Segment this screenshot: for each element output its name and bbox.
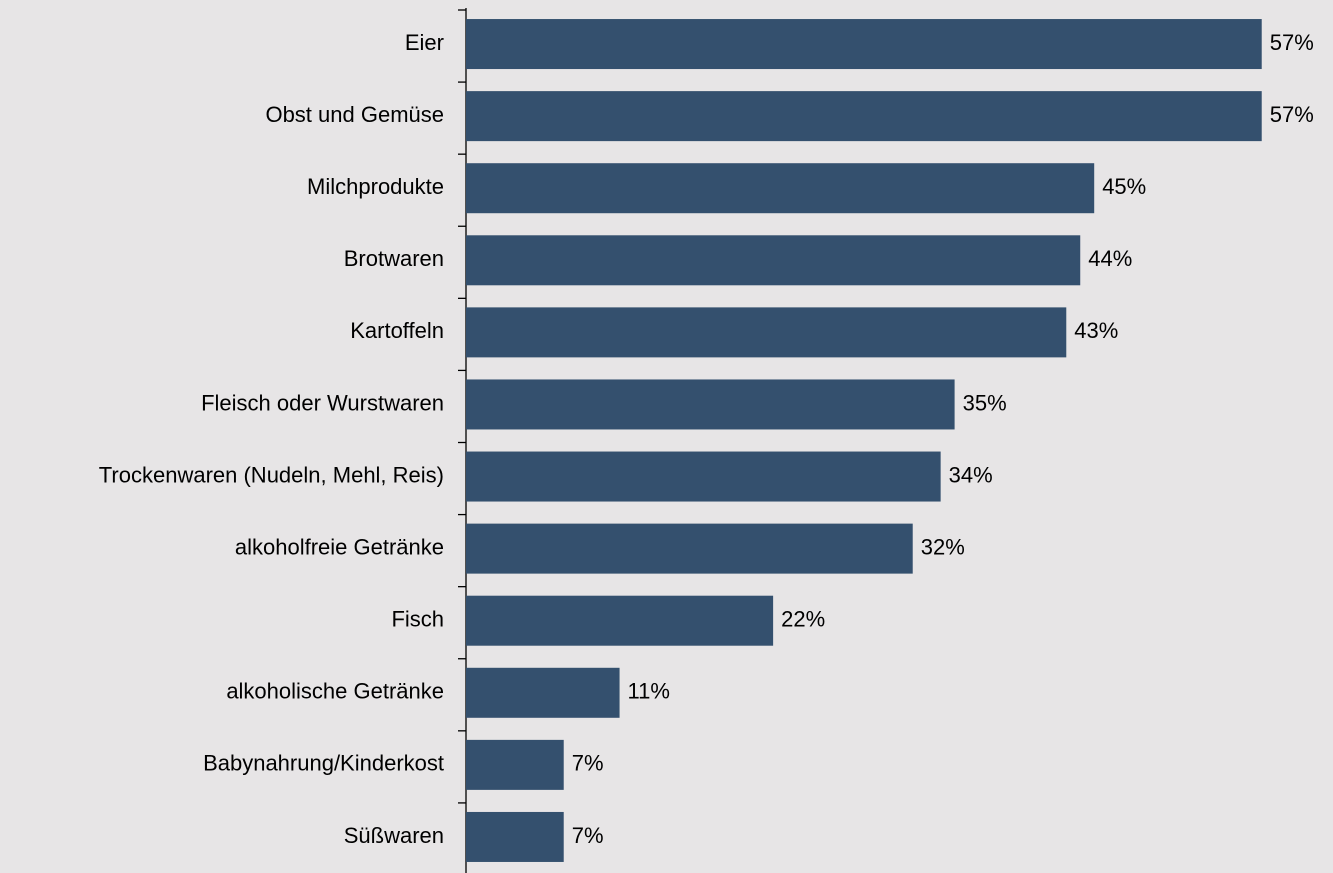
value-label: 57%: [1270, 30, 1314, 55]
value-label: 57%: [1270, 102, 1314, 127]
value-label: 11%: [628, 679, 670, 704]
bar: [466, 163, 1095, 214]
bar: [466, 811, 564, 862]
category-label: Obst und Gemüse: [265, 102, 444, 127]
category-label: Fleisch oder Wurstwaren: [201, 390, 444, 415]
value-label: 45%: [1102, 174, 1146, 199]
category-label: Babynahrung/Kinderkost: [203, 751, 444, 776]
bar: [466, 235, 1081, 286]
bar: [466, 379, 955, 430]
category-label: Eier: [405, 30, 444, 55]
bar: [466, 739, 564, 790]
category-label: alkoholische Getränke: [226, 679, 444, 704]
bar: [466, 523, 913, 574]
bar: [466, 667, 620, 718]
value-label: 44%: [1088, 246, 1132, 271]
category-label: Brotwaren: [344, 246, 444, 271]
value-label: 22%: [781, 607, 825, 632]
category-label: Milchprodukte: [307, 174, 444, 199]
value-label: 34%: [949, 462, 993, 487]
value-label: 7%: [572, 823, 604, 848]
value-label: 43%: [1074, 318, 1118, 343]
category-label: Kartoffeln: [350, 318, 444, 343]
value-label: 35%: [963, 390, 1007, 415]
value-label: 7%: [572, 751, 604, 776]
bar: [466, 91, 1262, 142]
bar: [466, 451, 941, 502]
bar: [466, 19, 1262, 70]
category-label: Süßwaren: [344, 823, 444, 848]
category-label: Fisch: [391, 607, 444, 632]
bar: [466, 307, 1067, 358]
category-label: alkoholfreie Getränke: [235, 534, 444, 559]
value-label: 32%: [921, 534, 965, 559]
category-label: Trockenwaren (Nudeln, Mehl, Reis): [99, 462, 444, 487]
bar: [466, 595, 774, 646]
